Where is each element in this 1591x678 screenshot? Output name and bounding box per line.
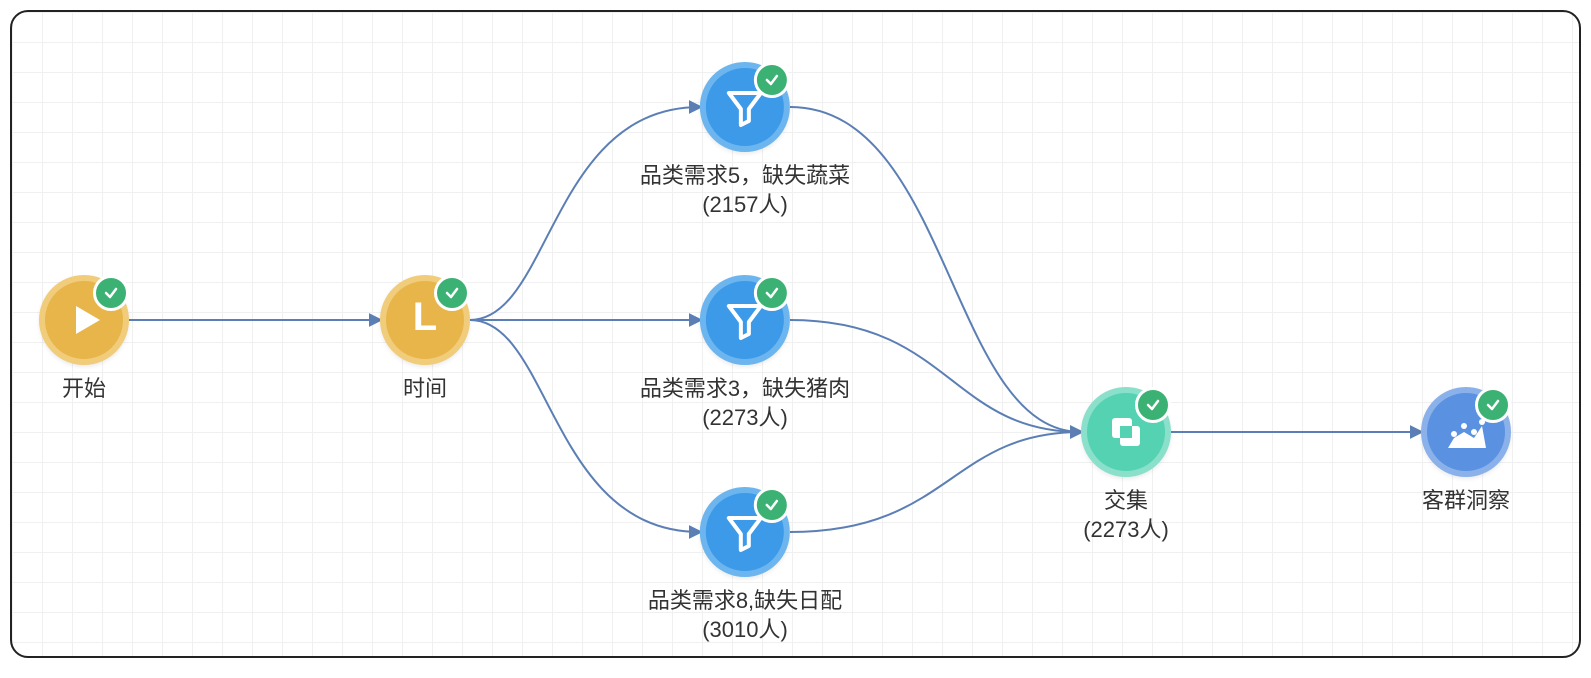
flow-canvas: 开始 L 时间 品类需求5，缺失蔬菜 (2157人) 品类需求3，缺失猪肉 (2273人… <box>10 10 1581 658</box>
node-label: 品类需求3，缺失猪肉 (2273人) <box>640 375 850 432</box>
success-badge-icon <box>434 275 470 311</box>
success-badge-icon <box>1475 387 1511 423</box>
node-filter3[interactable]: 品类需求8,缺失日配 (3010人) <box>648 487 842 644</box>
success-badge-icon <box>754 487 790 523</box>
node-label: 品类需求5，缺失蔬菜 (2157人) <box>640 162 850 219</box>
intersect-icon[interactable] <box>1081 387 1171 477</box>
node-time[interactable]: L 时间 <box>380 275 470 404</box>
node-start[interactable]: 开始 <box>39 275 129 404</box>
node-intersect[interactable]: 交集 (2273人) <box>1081 387 1171 544</box>
svg-text:L: L <box>413 296 437 339</box>
funnel-icon[interactable] <box>700 275 790 365</box>
node-label: 客群洞察 <box>1422 487 1510 516</box>
funnel-icon[interactable] <box>700 62 790 152</box>
success-badge-icon <box>1135 387 1171 423</box>
node-label: 时间 <box>403 375 447 404</box>
node-insight[interactable]: 客群洞察 <box>1421 387 1511 516</box>
funnel-icon[interactable] <box>700 487 790 577</box>
node-label: 开始 <box>62 375 106 404</box>
node-label: 品类需求8,缺失日配 (3010人) <box>648 587 842 644</box>
node-filter2[interactable]: 品类需求3，缺失猪肉 (2273人) <box>640 275 850 432</box>
success-badge-icon <box>754 275 790 311</box>
success-badge-icon <box>754 62 790 98</box>
chart-icon[interactable] <box>1421 387 1511 477</box>
play-icon[interactable] <box>39 275 129 365</box>
node-label: 交集 (2273人) <box>1083 487 1169 544</box>
letter-L-icon[interactable]: L <box>380 275 470 365</box>
success-badge-icon <box>93 275 129 311</box>
node-filter1[interactable]: 品类需求5，缺失蔬菜 (2157人) <box>640 62 850 219</box>
